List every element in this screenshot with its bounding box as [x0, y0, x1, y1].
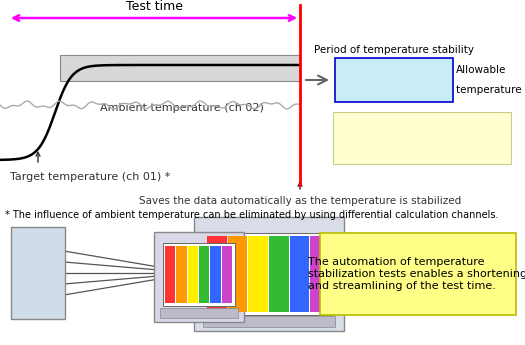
Text: Test time: Test time — [127, 0, 184, 13]
Bar — [211, 246, 220, 303]
FancyBboxPatch shape — [11, 227, 65, 319]
Bar — [205, 233, 333, 315]
Text: Period of temperature stability: Period of temperature stability — [314, 45, 474, 55]
Bar — [199, 246, 209, 303]
Bar — [290, 236, 309, 312]
Bar — [187, 246, 198, 303]
Text: The automation of temperature
stabilization tests enables a shortening
and strea: The automation of temperature stabilizat… — [309, 257, 525, 290]
Text: Stability condition settings vary
widely by user.: Stability condition settings vary widely… — [339, 127, 505, 149]
Bar — [228, 236, 247, 312]
Bar — [207, 236, 227, 312]
Bar — [320, 233, 516, 315]
Bar — [335, 58, 453, 102]
Text: Ambient temperature (ch 02): Ambient temperature (ch 02) — [100, 103, 264, 113]
Text: * The influence of ambient temperature can be eliminated by using differential c: * The influence of ambient temperature c… — [5, 210, 499, 220]
Bar — [248, 236, 268, 312]
Bar — [163, 243, 235, 306]
Text: Target temperature (ch 01) *: Target temperature (ch 01) * — [10, 172, 171, 182]
Bar — [333, 112, 511, 164]
Bar — [60, 55, 300, 81]
Bar — [176, 246, 187, 303]
Bar — [310, 236, 330, 312]
Bar — [203, 316, 335, 327]
Text: temperature range: temperature range — [456, 85, 525, 95]
Bar — [269, 236, 289, 312]
Bar — [222, 246, 232, 303]
FancyBboxPatch shape — [194, 217, 344, 331]
Text: Allowable: Allowable — [456, 65, 507, 75]
Text: Saves the data automatically as the temperature is stabilized: Saves the data automatically as the temp… — [139, 196, 461, 206]
FancyBboxPatch shape — [154, 232, 244, 322]
Bar — [165, 246, 175, 303]
Bar — [160, 308, 238, 318]
